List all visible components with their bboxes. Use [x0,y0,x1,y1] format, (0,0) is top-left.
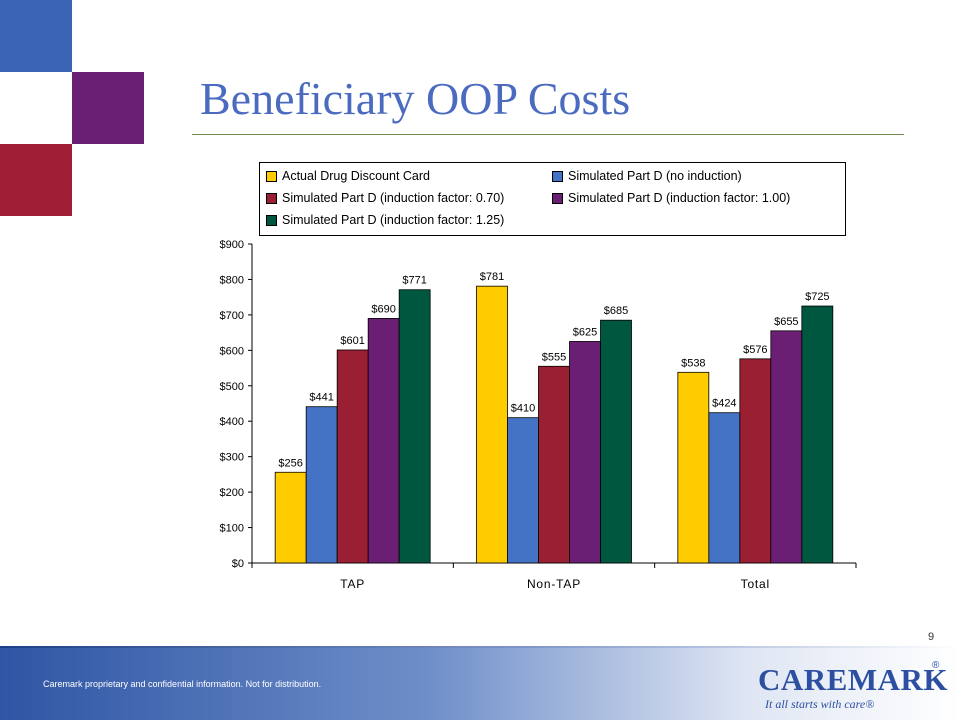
bar [305,406,338,564]
data-label: $781 [480,271,504,283]
legend-item-no-induction: Simulated Part D (no induction) [552,169,742,183]
logo-registered-mark: ® [932,660,940,671]
data-label: $538 [681,357,705,369]
y-tick-label: $200 [220,487,244,499]
data-label: $625 [573,326,597,338]
y-tick-label: $700 [220,310,244,322]
data-label: $424 [712,398,736,410]
data-label: $655 [774,316,798,328]
legend-label: Actual Drug Discount Card [282,169,430,183]
bar [538,365,570,564]
legend-item-induction-100: Simulated Part D (induction factor: 1.00… [552,191,790,205]
title-divider [192,134,904,135]
y-tick-label: $600 [220,345,244,357]
data-label: $256 [278,457,302,469]
footer-band [0,648,960,720]
bar [507,417,539,564]
legend-label: Simulated Part D (induction factor: 1.25… [282,213,505,227]
legend-swatch [266,170,277,182]
caremark-logo: CAREMARK [758,662,948,697]
data-label: $601 [340,335,364,347]
legend-swatch [266,214,277,226]
data-label: $410 [511,403,535,415]
data-label: $690 [371,303,395,315]
y-tick-label: $300 [220,452,244,464]
legend-label: Simulated Part D (induction factor: 1.00… [568,191,791,205]
slide-title: Beneficiary OOP Costs [200,73,631,124]
x-category-label: TAP [340,577,365,591]
data-label: $555 [542,351,566,363]
y-tick-label: $0 [232,558,244,570]
bar [739,358,772,564]
legend-swatch [266,192,277,204]
data-label: $441 [309,392,333,404]
data-label: $725 [805,291,829,303]
bar [274,471,307,564]
data-label: $771 [402,275,426,287]
decor-square-blue [0,0,72,72]
legend-label: Simulated Part D (no induction) [568,169,742,183]
bar [801,305,834,564]
footer-confidential-text: Caremark proprietary and confidential in… [43,679,322,689]
logo-tagline: It all starts with care® [765,697,875,711]
x-category-label: Non-TAP [527,577,581,591]
y-tick-label: $400 [220,416,244,428]
y-tick-label: $500 [220,381,244,393]
decor-square-purple [72,72,144,144]
bar [708,412,741,564]
data-label: $685 [604,305,628,317]
page-number: 9 [928,631,935,643]
legend-swatch [552,170,563,182]
bar [476,285,508,564]
legend-item-induction-070: Simulated Part D (induction factor: 0.70… [266,191,504,205]
bar [600,319,632,564]
y-tick-label: $900 [220,239,244,251]
bar [677,371,710,564]
legend-label: Simulated Part D (induction factor: 0.70… [282,191,505,205]
bar [398,289,431,564]
x-category-label: Total [741,577,770,591]
y-tick-label: $800 [220,274,244,286]
legend-item-actual-card: Actual Drug Discount Card [266,169,430,183]
chart-legend: Actual Drug Discount Card Simulated Part… [259,162,846,236]
bar [336,349,369,564]
y-tick-label: $100 [220,523,244,535]
bar [569,341,601,564]
legend-swatch [552,192,563,204]
legend-item-induction-125: Simulated Part D (induction factor: 1.25… [266,213,504,227]
bar [367,318,400,564]
data-label: $576 [743,344,767,356]
footer-divider [0,646,960,649]
decor-square-red [0,144,72,216]
bar [770,330,803,564]
